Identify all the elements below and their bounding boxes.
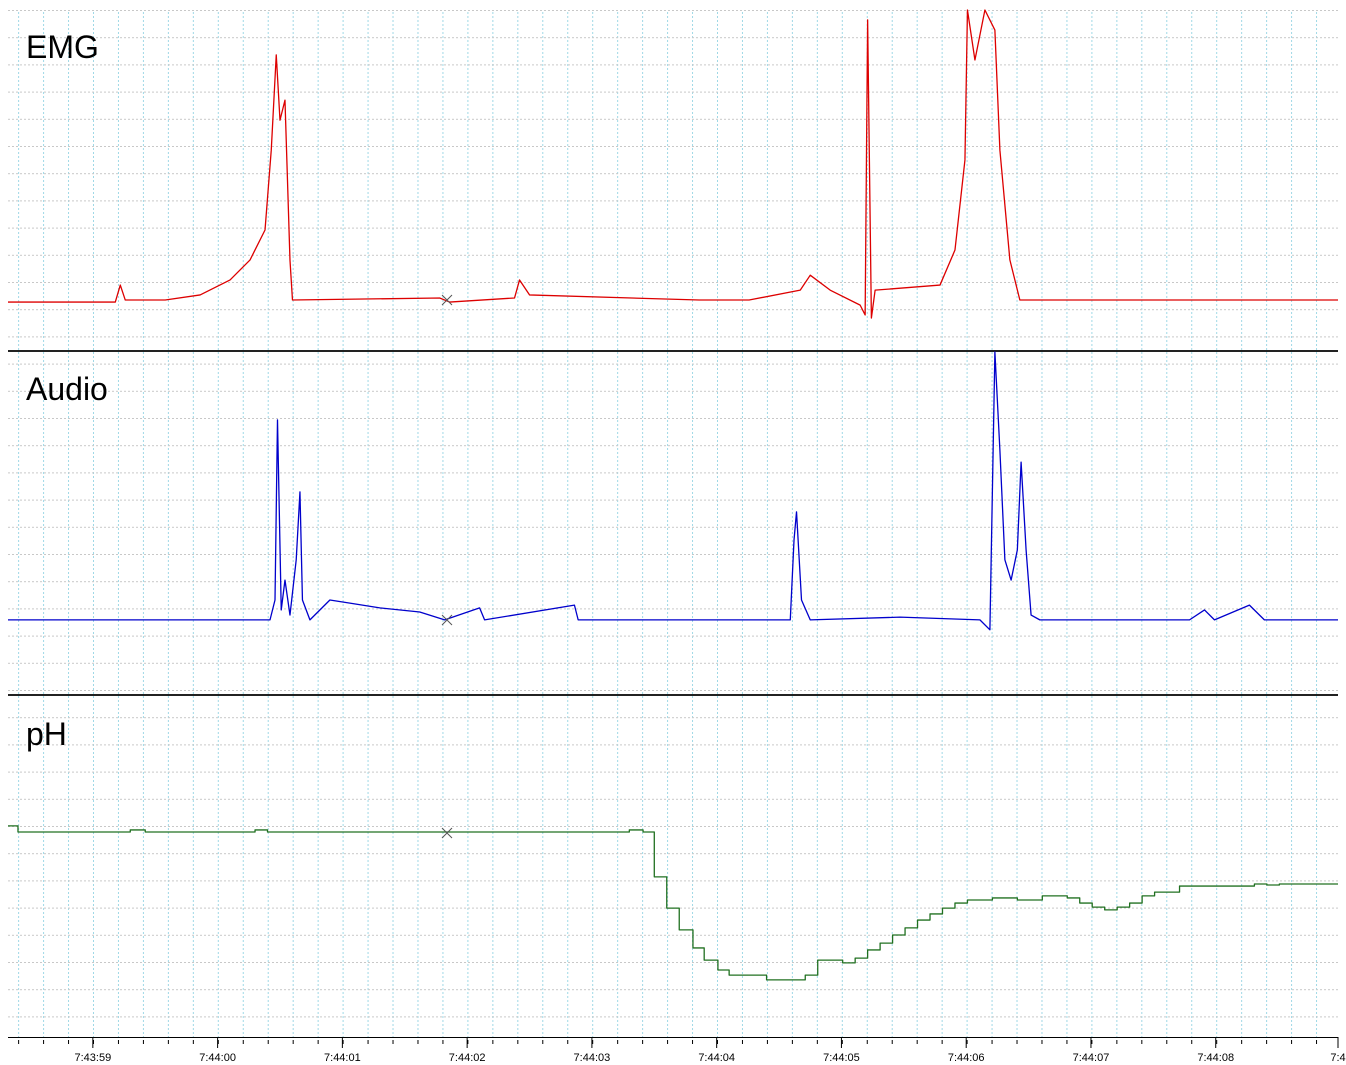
signal-line [8, 825, 1338, 981]
minor-ticks [8, 1038, 1338, 1044]
x-tick-label: 7:44:08 [1197, 1052, 1234, 1064]
signal-line [8, 351, 1338, 631]
x-tick-label: 7:44:02 [449, 1052, 486, 1064]
cursor-marker [441, 614, 453, 626]
panel-title: pH [26, 716, 67, 752]
x-tick-label: 7:44:05 [823, 1052, 860, 1064]
panel-title: Audio [26, 371, 108, 407]
signal-line [8, 9, 1338, 319]
x-tick-label: 7:44:03 [574, 1052, 611, 1064]
cursor-markers [441, 294, 453, 839]
plot-layers: EMG Audio pH 7:43:59 7:44:00 7:44:01 7:44:02 7:… [8, 9, 1346, 1064]
x-tick-label: 7:43:59 [74, 1052, 111, 1064]
x-tick-label: 7:44:00 [199, 1052, 236, 1064]
panel-title: EMG [26, 29, 99, 65]
x-tick-label: 7:44:04 [698, 1052, 735, 1064]
x-tick-label: 7:44:07 [1073, 1052, 1110, 1064]
x-tick-label: 7:4 [1330, 1052, 1345, 1064]
x-tick-label: 7:44:01 [324, 1052, 361, 1064]
cursor-marker [441, 827, 453, 839]
x-tick-label: 7:44:06 [948, 1052, 985, 1064]
cursor-marker [441, 294, 453, 306]
horizontal-grid [8, 10, 1338, 1037]
